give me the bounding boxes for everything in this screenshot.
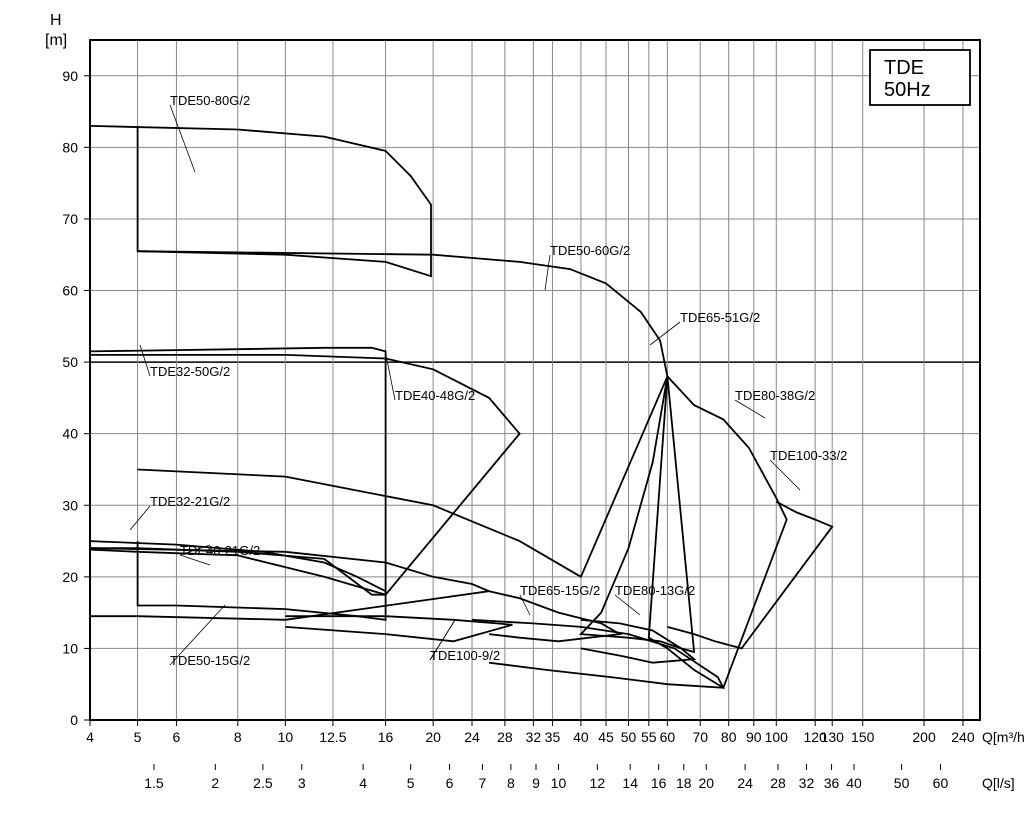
- x-tick-m3h: 60: [660, 729, 676, 745]
- x-tick-m3h: 80: [721, 729, 737, 745]
- x-tick-m3h: 20: [425, 729, 441, 745]
- x-tick-m3h: 55: [641, 729, 657, 745]
- y-tick-label: 50: [62, 354, 78, 370]
- x-tick-ls: 24: [737, 775, 753, 791]
- x-tick-ls: 32: [799, 775, 815, 791]
- x-tick-m3h: 8: [234, 729, 242, 745]
- x-tick-ls: 50: [894, 775, 910, 791]
- x-tick-ls: 12: [590, 775, 606, 791]
- curve-tde50-60: [138, 251, 668, 577]
- leader-tde50-80: [170, 105, 195, 172]
- x-tick-m3h: 45: [598, 729, 614, 745]
- x-tick-ls: 1.5: [144, 775, 164, 791]
- x-tick-ls: 7: [479, 775, 487, 791]
- x-tick-ls: 60: [933, 775, 949, 791]
- label-tde65-15: TDE65-15G/2: [520, 583, 600, 598]
- y-axis-label-m: [m]: [45, 32, 67, 49]
- leader-tde100-33: [770, 460, 800, 490]
- x-tick-m3h: 90: [746, 729, 762, 745]
- x-tick-ls: 36: [824, 775, 840, 791]
- y-tick-label: 70: [62, 211, 78, 227]
- x-tick-ls: 9: [532, 775, 540, 791]
- x-tick-ls: 2.5: [253, 775, 273, 791]
- label-tde32-50: TDE32-50G/2: [150, 364, 230, 379]
- curve-tde100-9: [472, 620, 723, 688]
- x-tick-m3h: 40: [573, 729, 589, 745]
- x-tick-m3h: 24: [464, 729, 480, 745]
- label-tde100-33: TDE100-33/2: [770, 448, 847, 463]
- x-tick-ls: 40: [846, 775, 862, 791]
- leader-tde50-60: [545, 255, 550, 290]
- y-tick-label: 60: [62, 283, 78, 299]
- x-tick-ls: 8: [507, 775, 515, 791]
- label-tde80-13: TDE80-13G/2: [615, 583, 695, 598]
- x-tick-m3h: 200: [912, 729, 936, 745]
- x-tick-m3h: 240: [951, 729, 975, 745]
- label-tde100-9: TDE100-9/2: [430, 648, 500, 663]
- label-tde80-38: TDE80-38G/2: [735, 388, 815, 403]
- leader-tde65-15: [520, 595, 530, 615]
- x-tick-ls: 5: [407, 775, 415, 791]
- label-tde50-80: TDE50-80G/2: [170, 93, 250, 108]
- x-tick-m3h: 12.5: [319, 729, 346, 745]
- x-tick-ls: 4: [359, 775, 367, 791]
- y-tick-label: 0: [70, 712, 78, 728]
- curve-tde65-15: [489, 591, 620, 641]
- y-axis-label-H: H: [50, 12, 62, 29]
- label-tde50-15: TDE50-15G/2: [170, 653, 250, 668]
- pump-curve-chart: 010203040506070809045681012.516202428323…: [0, 0, 1024, 824]
- x-tick-m3h: 100: [765, 729, 789, 745]
- y-tick-label: 40: [62, 426, 78, 442]
- leader-tde80-13: [615, 595, 640, 615]
- y-tick-label: 80: [62, 139, 78, 155]
- x-tick-ls: 16: [651, 775, 667, 791]
- x-tick-m3h: 70: [692, 729, 708, 745]
- x-tick-ls: 3: [298, 775, 306, 791]
- x-tick-m3h: 130: [821, 729, 845, 745]
- title-line1: TDE: [884, 57, 924, 79]
- title-line2: 50Hz: [884, 79, 931, 101]
- x-tick-m3h: 4: [86, 729, 94, 745]
- x-axis-label-m3h: Q[m³/h]: [982, 729, 1024, 745]
- x-tick-m3h: 16: [378, 729, 394, 745]
- x-tick-ls: 6: [446, 775, 454, 791]
- x-tick-m3h: 5: [134, 729, 142, 745]
- x-axis-label-ls: Q[l/s]: [982, 775, 1015, 791]
- x-tick-m3h: 28: [497, 729, 513, 745]
- y-tick-label: 10: [62, 640, 78, 656]
- x-tick-m3h: 150: [851, 729, 875, 745]
- label-tde65-51: TDE65-51G/2: [680, 310, 760, 325]
- x-tick-ls: 20: [698, 775, 714, 791]
- label-tde40-21: TDE40-21G/2: [180, 543, 260, 558]
- x-tick-ls: 14: [622, 775, 638, 791]
- x-tick-m3h: 35: [545, 729, 561, 745]
- x-tick-ls: 10: [551, 775, 567, 791]
- y-tick-label: 90: [62, 68, 78, 84]
- label-tde40-48: TDE40-48G/2: [395, 388, 475, 403]
- x-tick-ls: 28: [770, 775, 786, 791]
- x-tick-m3h: 10: [278, 729, 294, 745]
- x-tick-m3h: 32: [526, 729, 542, 745]
- y-tick-label: 20: [62, 569, 78, 585]
- leader-tde32-21: [130, 506, 150, 530]
- label-tde32-21: TDE32-21G/2: [150, 494, 230, 509]
- curve-tde65-51: [581, 376, 694, 652]
- x-tick-ls: 2: [211, 775, 219, 791]
- x-tick-ls: 18: [676, 775, 692, 791]
- x-tick-m3h: 50: [621, 729, 637, 745]
- y-tick-label: 30: [62, 497, 78, 513]
- label-tde50-60: TDE50-60G/2: [550, 243, 630, 258]
- x-tick-m3h: 6: [173, 729, 181, 745]
